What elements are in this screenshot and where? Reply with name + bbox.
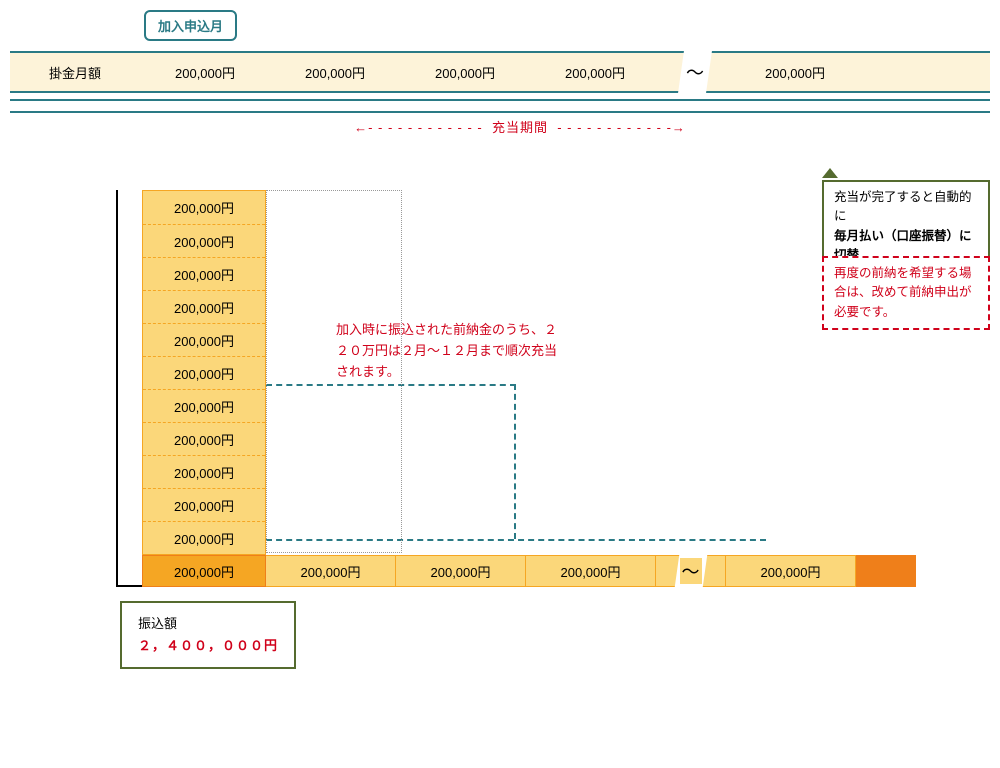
- stack-cell: 200,000円: [143, 224, 265, 257]
- premium-amount-0: 200,000円: [140, 53, 270, 91]
- bottom-cell-1: 200,000円: [266, 555, 396, 587]
- stack-cell: 200,000円: [143, 290, 265, 323]
- bottom-cell-4: 200,000円: [726, 555, 856, 587]
- bottom-cell-2: 200,000円: [396, 555, 526, 587]
- prepayment-stack: 200,000円 200,000円 200,000円 200,000円 200,…: [142, 190, 266, 555]
- stack-cell: 200,000円: [143, 257, 265, 290]
- premium-amount-3: 200,000円: [530, 53, 660, 91]
- total-transfer-box: 振込額 ２，４００，０００円: [120, 601, 296, 669]
- stack-cell: 200,000円: [143, 422, 265, 455]
- total-amount: ２，４００，０００円: [138, 635, 278, 657]
- stack-cell: 200,000円: [143, 389, 265, 422]
- allocation-callout: 加入時に振込された前納金のうち、２２０万円は２月〜１２月まで順次充当されます。: [336, 320, 566, 382]
- stack-cell: 200,000円: [143, 488, 265, 521]
- stack-cell: 200,000円: [143, 323, 265, 356]
- allocation-period-label: ←- - - - - - - - - - - - 充当期間 - - - - - …: [270, 113, 770, 140]
- timeline-spacer-strip: [10, 99, 990, 113]
- y-axis: [116, 190, 118, 585]
- bottom-break: 〜: [656, 555, 726, 587]
- timeline-break: 〜: [660, 53, 730, 91]
- enroll-month-badge: 加入申込月: [144, 10, 237, 41]
- allocation-bottom-row: 200,000円 200,000円 200,000円 200,000円 〜 20…: [142, 555, 990, 587]
- total-label: 振込額: [138, 613, 278, 635]
- switch-arrow-icon: [822, 168, 838, 178]
- premium-amount-2: 200,000円: [400, 53, 530, 91]
- stack-cell: 200,000円: [143, 455, 265, 488]
- premium-label: 掛金月額: [10, 53, 140, 91]
- connector-dashed-v: [514, 384, 516, 539]
- stack-cell: 200,000円: [143, 191, 265, 224]
- premium-timeline-row: 掛金月額 200,000円 200,000円 200,000円 200,000円…: [10, 51, 990, 93]
- stack-cell: 200,000円: [143, 521, 265, 554]
- baseline-axis: [116, 585, 142, 587]
- bottom-cell-0: 200,000円: [142, 555, 266, 587]
- premium-amount-4: 200,000円: [730, 53, 860, 91]
- bottom-cell-end: [856, 555, 916, 587]
- premium-amount-1: 200,000円: [270, 53, 400, 91]
- bottom-cell-3: 200,000円: [526, 555, 656, 587]
- stack-cell: 200,000円: [143, 356, 265, 389]
